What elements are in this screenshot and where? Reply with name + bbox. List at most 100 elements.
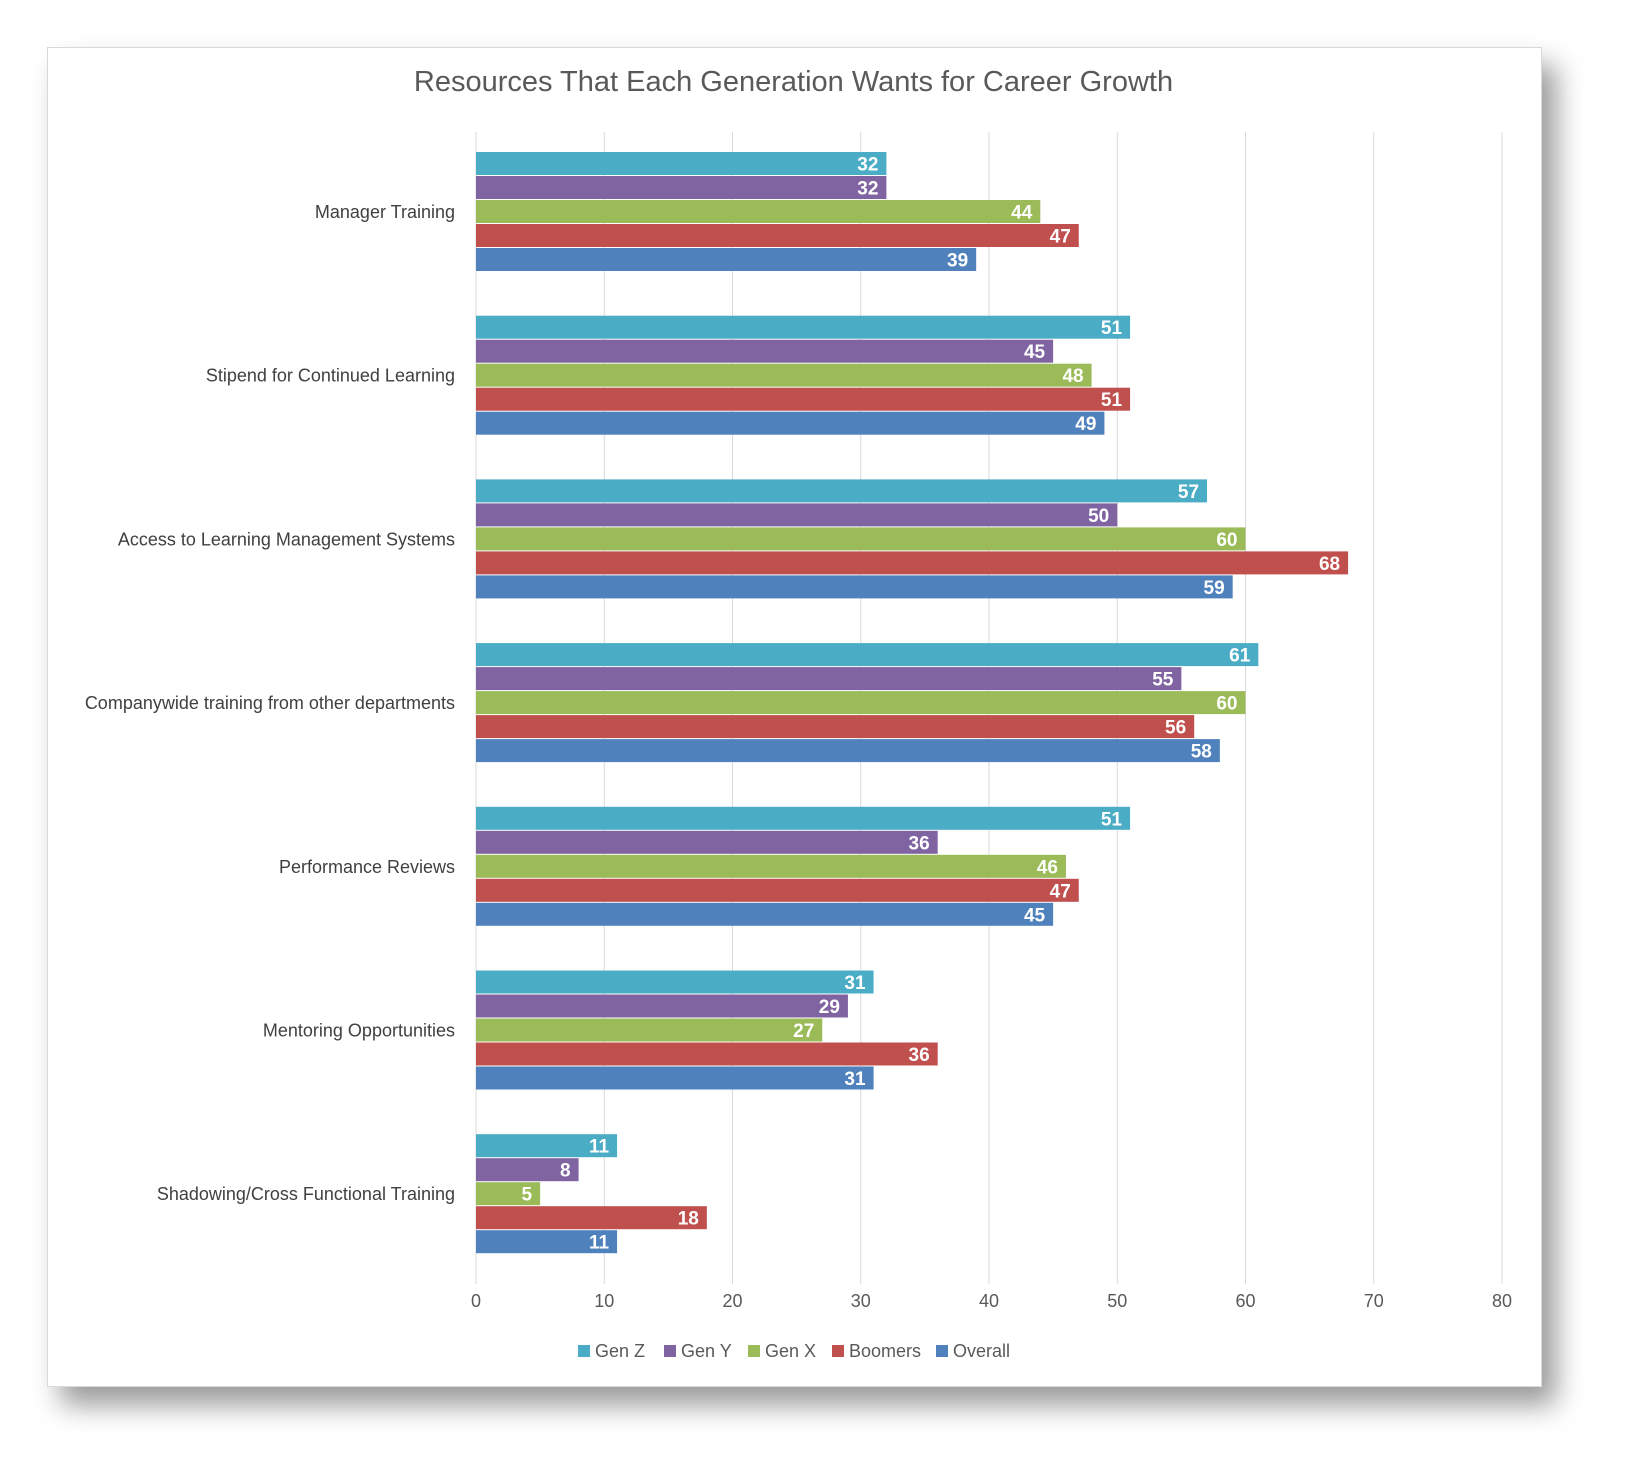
data-label: 55	[1152, 670, 1174, 691]
bar	[476, 1018, 823, 1042]
data-label: 36	[909, 1045, 930, 1066]
bar	[476, 854, 1066, 878]
bar	[476, 1158, 579, 1182]
bar	[476, 902, 1054, 926]
x-tick-label: 40	[979, 1291, 999, 1311]
bar	[476, 1066, 874, 1090]
data-label: 44	[1011, 203, 1033, 224]
data-label: 32	[857, 155, 878, 176]
category-label: Performance Reviews	[279, 857, 455, 877]
data-label: 18	[678, 1209, 699, 1230]
bar	[476, 1182, 541, 1206]
bar	[476, 994, 848, 1018]
bar	[476, 1042, 938, 1066]
legend-label: Boomers	[849, 1341, 921, 1361]
data-label: 29	[819, 997, 840, 1018]
data-label: 51	[1101, 390, 1123, 411]
data-label: 45	[1024, 342, 1046, 363]
legend-swatch	[936, 1345, 948, 1357]
bar	[476, 315, 1131, 339]
bar	[476, 806, 1131, 830]
bar	[476, 739, 1220, 763]
data-label: 11	[589, 1233, 610, 1254]
bar	[476, 503, 1118, 527]
legend-swatch	[664, 1345, 676, 1357]
data-label: 48	[1062, 366, 1083, 387]
bar	[476, 878, 1079, 902]
bar	[476, 479, 1208, 503]
bar	[476, 1206, 707, 1230]
x-tick-label: 60	[1235, 1291, 1255, 1311]
bar	[476, 176, 887, 199]
legend-label: Gen Y	[681, 1341, 732, 1361]
category-label: Shadowing/Cross Functional Training	[157, 1184, 455, 1204]
legend-swatch	[748, 1345, 760, 1357]
bar	[476, 363, 1092, 387]
legend-swatch	[578, 1345, 590, 1357]
category-label: Mentoring Opportunities	[263, 1021, 455, 1041]
x-tick-label: 70	[1364, 1291, 1384, 1311]
bar	[476, 551, 1349, 575]
data-label: 51	[1101, 809, 1123, 830]
data-label: 58	[1191, 742, 1212, 763]
bar	[476, 1134, 618, 1158]
data-label: 61	[1229, 646, 1251, 667]
chart-title: Resources That Each Generation Wants for…	[413, 66, 1174, 98]
bar	[476, 248, 977, 271]
data-label: 50	[1088, 506, 1109, 527]
bar	[476, 970, 874, 994]
data-label: 39	[947, 251, 968, 272]
data-label: 11	[589, 1137, 610, 1158]
bar	[476, 224, 1079, 247]
data-label: 32	[857, 179, 878, 200]
bar	[476, 527, 1246, 551]
data-label: 51	[1101, 318, 1123, 339]
legend-label: Overall	[953, 1341, 1010, 1361]
data-label: 8	[560, 1161, 571, 1182]
bar	[476, 643, 1259, 667]
legend-swatch	[832, 1345, 844, 1357]
data-label: 56	[1165, 718, 1186, 739]
bar	[476, 387, 1131, 411]
x-tick-label: 10	[594, 1291, 614, 1311]
data-label: 60	[1216, 694, 1237, 715]
data-label: 46	[1037, 857, 1058, 878]
category-label: Stipend for Continued Learning	[206, 366, 455, 386]
category-label: Companywide training from other departme…	[85, 693, 455, 713]
bar	[476, 1230, 618, 1254]
bar	[476, 691, 1246, 715]
data-label: 31	[844, 1069, 866, 1090]
category-label: Manager Training	[315, 202, 455, 222]
bar	[476, 200, 1041, 223]
data-label: 49	[1075, 414, 1096, 435]
x-tick-label: 30	[851, 1291, 871, 1311]
data-label: 5	[522, 1185, 533, 1206]
data-label: 36	[909, 833, 930, 854]
category-label: Access to Learning Management Systems	[118, 529, 455, 549]
data-label: 47	[1050, 881, 1071, 902]
data-label: 45	[1024, 905, 1046, 926]
data-label: 27	[793, 1021, 814, 1042]
data-label: 57	[1178, 482, 1199, 503]
data-label: 60	[1216, 530, 1237, 551]
x-tick-label: 80	[1492, 1291, 1512, 1311]
bar	[476, 411, 1105, 435]
bar	[476, 715, 1195, 739]
axes: 0 10 20 30 40 50 60 70 80 Manager Training Stipend…	[85, 202, 1512, 1311]
data-label: 59	[1204, 578, 1225, 599]
bar	[476, 339, 1054, 363]
x-tick-label: 50	[1107, 1291, 1127, 1311]
bar	[476, 667, 1182, 691]
legend: Gen Z Gen Y Gen X Boomers Overall	[578, 1341, 1010, 1361]
legend-label: Gen X	[765, 1341, 816, 1361]
data-label: 68	[1319, 554, 1340, 575]
bars	[476, 152, 1349, 1254]
data-label: 31	[844, 973, 866, 994]
bar	[476, 830, 938, 854]
x-tick-label: 0	[471, 1291, 481, 1311]
x-tick-label: 20	[722, 1291, 742, 1311]
legend-label: Gen Z	[595, 1341, 645, 1361]
data-labels: 3232444739514548514957506068596155605658…	[522, 155, 1341, 1254]
data-label: 47	[1050, 227, 1071, 248]
bar	[476, 575, 1233, 599]
